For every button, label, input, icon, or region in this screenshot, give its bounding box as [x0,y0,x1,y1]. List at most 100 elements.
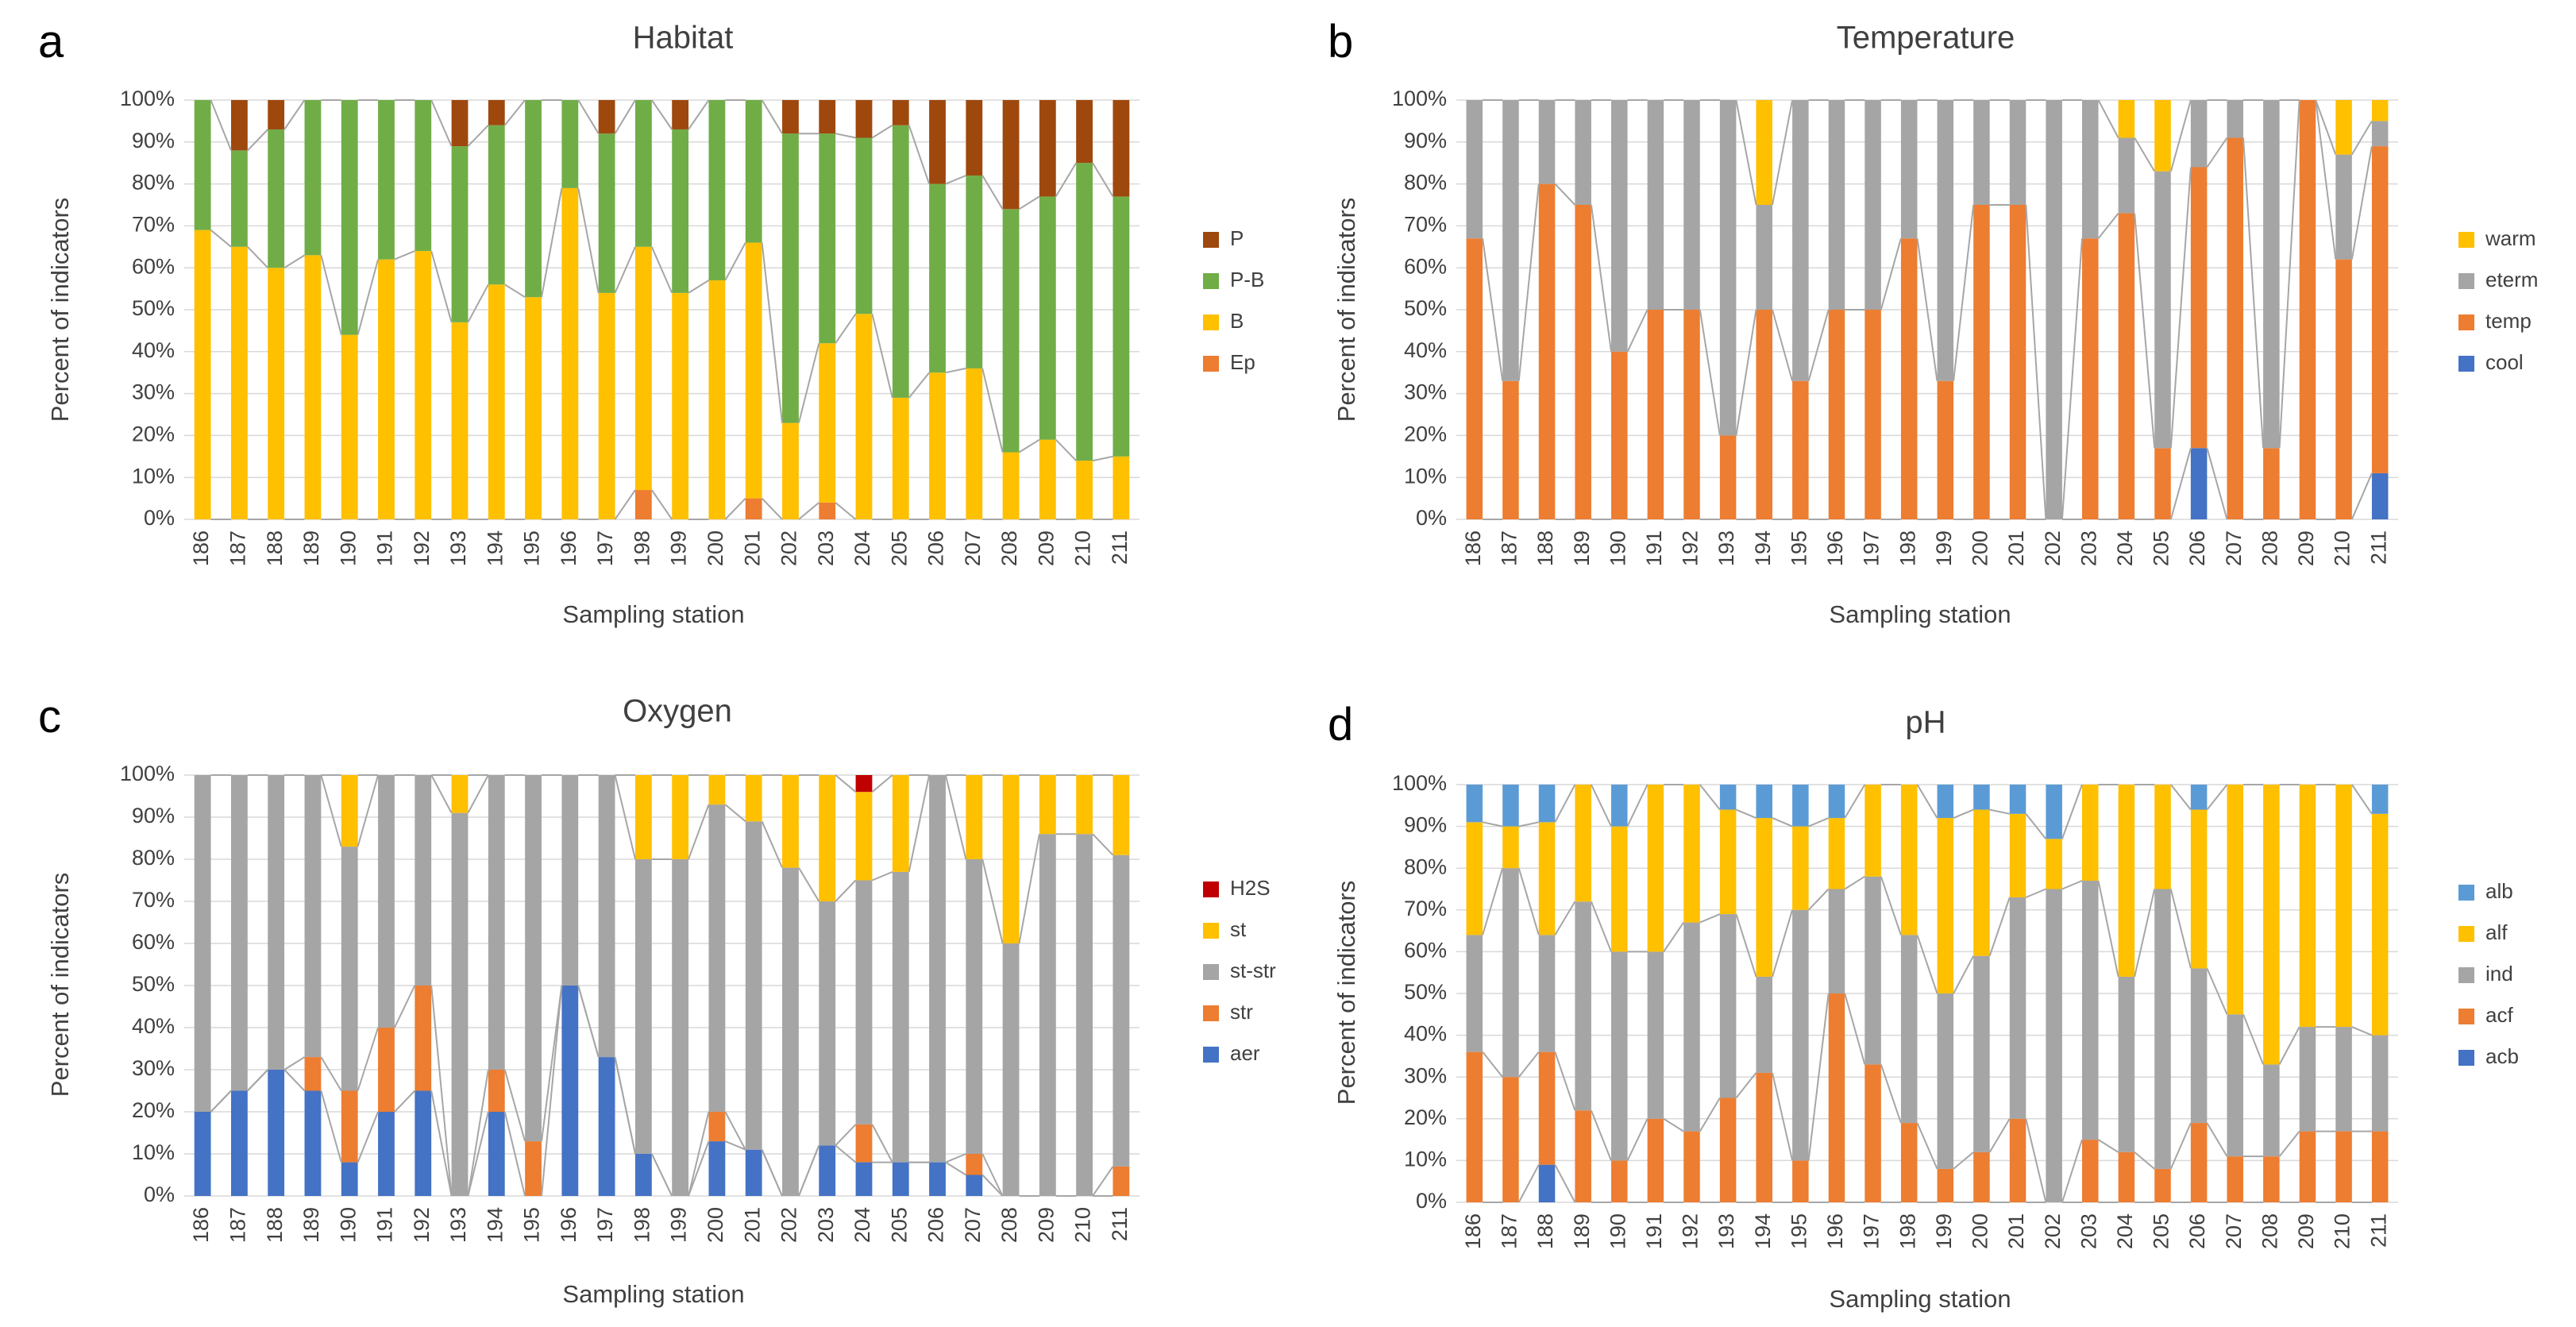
x-tick-label: 206 [924,1207,948,1243]
bar-p-b-208 [1002,209,1020,453]
y-tick-label: 60% [1404,939,1447,962]
bar-eterm-192 [1683,100,1700,310]
bar-alb-202 [2046,785,2062,839]
bar-st-str-197 [598,775,615,1058]
bar-p-b-187 [230,150,248,247]
bar-eterm-203 [2082,100,2099,239]
bar-st-str-191 [378,775,395,1028]
y-tick-label: 90% [1404,129,1447,152]
bar-p-b-204 [855,137,873,314]
bar-ep-198 [634,490,652,519]
y-axis-label: Percent of indicators [46,198,74,422]
y-tick-label: 70% [1404,897,1447,920]
bar-b-189 [304,255,322,519]
bar-temp-192 [1683,310,1700,519]
bar-aer-190 [341,1162,358,1196]
bar-alf-187 [1502,826,1519,869]
legend-label-p-b: P-B [1230,268,1264,291]
bar-p-b-211 [1113,196,1130,457]
bar-st-198 [634,775,652,859]
x-tick-label: 211 [1108,1207,1132,1241]
legend-swatch-temp [2458,314,2474,330]
bar-b-186 [194,230,211,519]
bar-warm-194 [1756,100,1772,205]
bar-acf-189 [1575,1110,1591,1202]
x-tick-label: 197 [593,1207,617,1243]
x-tick-label: 193 [1714,530,1738,566]
bar-aer-198 [634,1154,652,1196]
y-tick-label: 50% [132,296,175,320]
bar-st-204 [855,792,873,881]
bar-temp-211 [2371,146,2389,473]
x-tick-label: 203 [814,1207,838,1243]
bar-alf-190 [1611,826,1628,952]
bar-alf-197 [1865,785,1881,877]
bar-aer-194 [488,1112,505,1196]
x-tick-label: 192 [1679,1213,1703,1249]
x-tick-label: 207 [2222,530,2246,566]
x-tick-label: 210 [1071,530,1095,566]
x-tick-label: 192 [410,530,434,566]
x-tick-label: 209 [2294,530,2318,566]
bar-st-str-194 [488,775,505,1070]
x-tick-label: 211 [2366,1213,2390,1248]
legend-label-cool: cool [2485,350,2524,374]
x-tick-label: 197 [593,530,617,566]
bar-eterm-188 [1538,100,1556,184]
bar-acf-187 [1502,1077,1519,1202]
x-tick-label: 195 [520,1207,544,1243]
bar-ind-187 [1502,868,1519,1078]
bar-acf-208 [2263,1156,2280,1202]
bar-p-199 [672,100,689,129]
x-tick-label: 196 [557,530,580,566]
bar-acf-199 [1937,1168,1954,1202]
bar-b-203 [819,343,836,503]
bar-p-b-193 [451,146,469,322]
legend-swatch-str [1203,1005,1219,1021]
bar-alf-194 [1756,818,1772,977]
bar-eterm-190 [1611,100,1628,352]
y-tick-label: 0% [1416,1189,1447,1213]
bar-temp-190 [1611,351,1628,519]
bar-b-194 [488,284,505,519]
bar-alf-189 [1575,785,1591,902]
x-tick-label: 206 [924,530,948,566]
bar-b-204 [855,314,873,519]
y-tick-label: 50% [1404,980,1447,1004]
bar-alf-188 [1538,822,1556,935]
x-tick-label: 189 [1570,530,1594,566]
bar-acf-210 [2335,1131,2352,1202]
bar-alb-187 [1502,785,1519,827]
bar-b-188 [268,268,285,519]
bar-p-208 [1002,100,1020,210]
y-tick-label: 20% [1404,422,1447,446]
series-line-b [210,187,1113,462]
x-tick-label: 192 [410,1207,434,1243]
x-tick-label: 205 [2150,1213,2173,1249]
bar-ind-209 [2299,1027,2316,1132]
x-tick-label: 196 [1823,530,1847,566]
bar-str-192 [415,986,432,1091]
panel-letter: a [38,16,64,68]
x-axis-label: Sampling station [1829,600,2011,628]
bar-b-206 [929,372,946,519]
bar-acf-200 [1973,1151,1990,1202]
bar-temp-193 [1719,435,1737,519]
legend-swatch-st [1203,923,1219,939]
bar-ep-201 [745,498,762,519]
x-tick-label: 209 [1034,530,1058,566]
x-tick-label: 193 [446,530,470,566]
bar-p-b-206 [929,183,946,373]
bar-b-198 [634,246,652,491]
bar-p-211 [1113,100,1130,197]
x-tick-label: 196 [1823,1213,1847,1249]
bar-aer-206 [929,1162,946,1196]
bar-p-203 [819,100,836,134]
x-tick-label: 189 [299,1207,323,1243]
x-tick-label: 204 [2113,530,2137,566]
bar-acf-203 [2082,1140,2099,1202]
legend-swatch-alb [2458,885,2474,901]
bar-p-b-199 [672,129,689,293]
x-tick-label: 192 [1679,530,1703,566]
legend-swatch-cool [2458,356,2474,372]
